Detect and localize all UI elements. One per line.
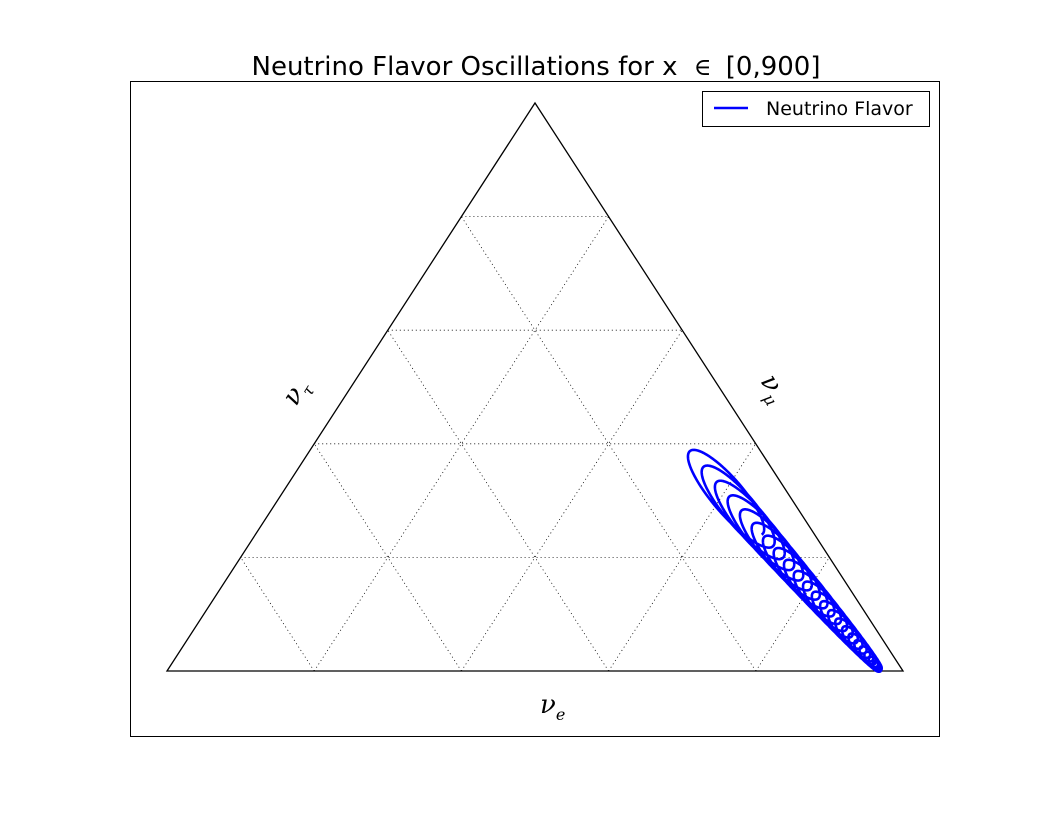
bottom-axis-subscript: e	[556, 705, 565, 724]
series-group	[686, 448, 883, 674]
chart-title: Neutrino Flavor Oscillations for x ∈ [0,…	[252, 52, 821, 82]
grid-line-e-4	[240, 557, 315, 672]
grid-line-e-2	[387, 329, 609, 672]
chart-title-symbol: ∈	[694, 53, 712, 81]
ternary-grid	[240, 216, 830, 672]
grid-line-mu-4	[755, 557, 830, 672]
chart-title-range: [0,900]	[726, 52, 821, 82]
plot-frame	[130, 81, 940, 737]
legend: Neutrino Flavor	[702, 91, 930, 127]
legend-label: Neutrino Flavor	[766, 98, 913, 120]
bottom-axis-symbol: ν	[540, 690, 556, 720]
left-axis-label: ντ	[276, 373, 319, 413]
series-line-neutrino-flavor	[686, 448, 883, 674]
grid-line-mu-2	[461, 329, 683, 672]
ternary-triangle	[165, 101, 905, 672]
chart-title-text: Neutrino Flavor Oscillations for x	[252, 52, 678, 82]
right-axis-label: νμ	[751, 369, 794, 409]
bottom-axis-label: νe	[540, 690, 565, 724]
grid-line-e-1	[461, 216, 757, 672]
